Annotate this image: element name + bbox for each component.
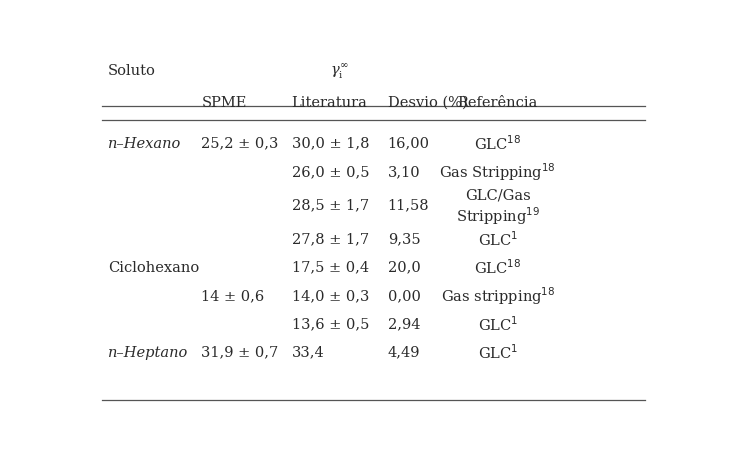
Text: Desvio (%): Desvio (%) xyxy=(388,96,467,110)
Text: GLC$^{1}$: GLC$^{1}$ xyxy=(477,314,518,333)
Text: 28,5 ± 1,7: 28,5 ± 1,7 xyxy=(292,198,369,212)
Text: 4,49: 4,49 xyxy=(388,345,420,359)
Text: $\gamma_{\rm i}^{\infty}$: $\gamma_{\rm i}^{\infty}$ xyxy=(330,62,349,81)
Text: Literatura: Literatura xyxy=(292,96,367,110)
Text: Gas stripping$^{18}$: Gas stripping$^{18}$ xyxy=(441,285,555,306)
Text: 3,10: 3,10 xyxy=(388,165,421,179)
Text: Gas Stripping$^{18}$: Gas Stripping$^{18}$ xyxy=(440,161,556,183)
Text: 20,0: 20,0 xyxy=(388,260,421,274)
Text: n–Hexano: n–Hexano xyxy=(108,136,182,151)
Text: 0,00: 0,00 xyxy=(388,288,421,302)
Text: Ciclohexano: Ciclohexano xyxy=(108,260,199,274)
Text: 31,9 ± 0,7: 31,9 ± 0,7 xyxy=(201,345,278,359)
Text: 2,94: 2,94 xyxy=(388,317,420,330)
Text: 11,58: 11,58 xyxy=(388,198,429,212)
Text: GLC$^{1}$: GLC$^{1}$ xyxy=(477,342,518,361)
Text: 33,4: 33,4 xyxy=(292,345,324,359)
Text: GLC$^{18}$: GLC$^{18}$ xyxy=(475,134,521,153)
Text: n–Heptano: n–Heptano xyxy=(108,345,188,359)
Text: 9,35: 9,35 xyxy=(388,232,421,246)
Text: 14,0 ± 0,3: 14,0 ± 0,3 xyxy=(292,288,369,302)
Text: 13,6 ± 0,5: 13,6 ± 0,5 xyxy=(292,317,369,330)
Text: SPME: SPME xyxy=(201,96,246,110)
Text: GLC/Gas: GLC/Gas xyxy=(465,188,531,202)
Text: 26,0 ± 0,5: 26,0 ± 0,5 xyxy=(292,165,369,179)
Text: GLC$^{18}$: GLC$^{18}$ xyxy=(475,258,521,276)
Text: 30,0 ± 1,8: 30,0 ± 1,8 xyxy=(292,136,369,151)
Text: 17,5 ± 0,4: 17,5 ± 0,4 xyxy=(292,260,369,274)
Text: Stripping$^{19}$: Stripping$^{19}$ xyxy=(456,204,540,226)
Text: GLC$^{1}$: GLC$^{1}$ xyxy=(477,230,518,248)
Text: 25,2 ± 0,3: 25,2 ± 0,3 xyxy=(201,136,278,151)
Text: 14 ± 0,6: 14 ± 0,6 xyxy=(201,288,265,302)
Text: 16,00: 16,00 xyxy=(388,136,429,151)
Text: Soluto: Soluto xyxy=(108,64,156,78)
Text: Referência: Referência xyxy=(458,96,538,110)
Text: 27,8 ± 1,7: 27,8 ± 1,7 xyxy=(292,232,369,246)
